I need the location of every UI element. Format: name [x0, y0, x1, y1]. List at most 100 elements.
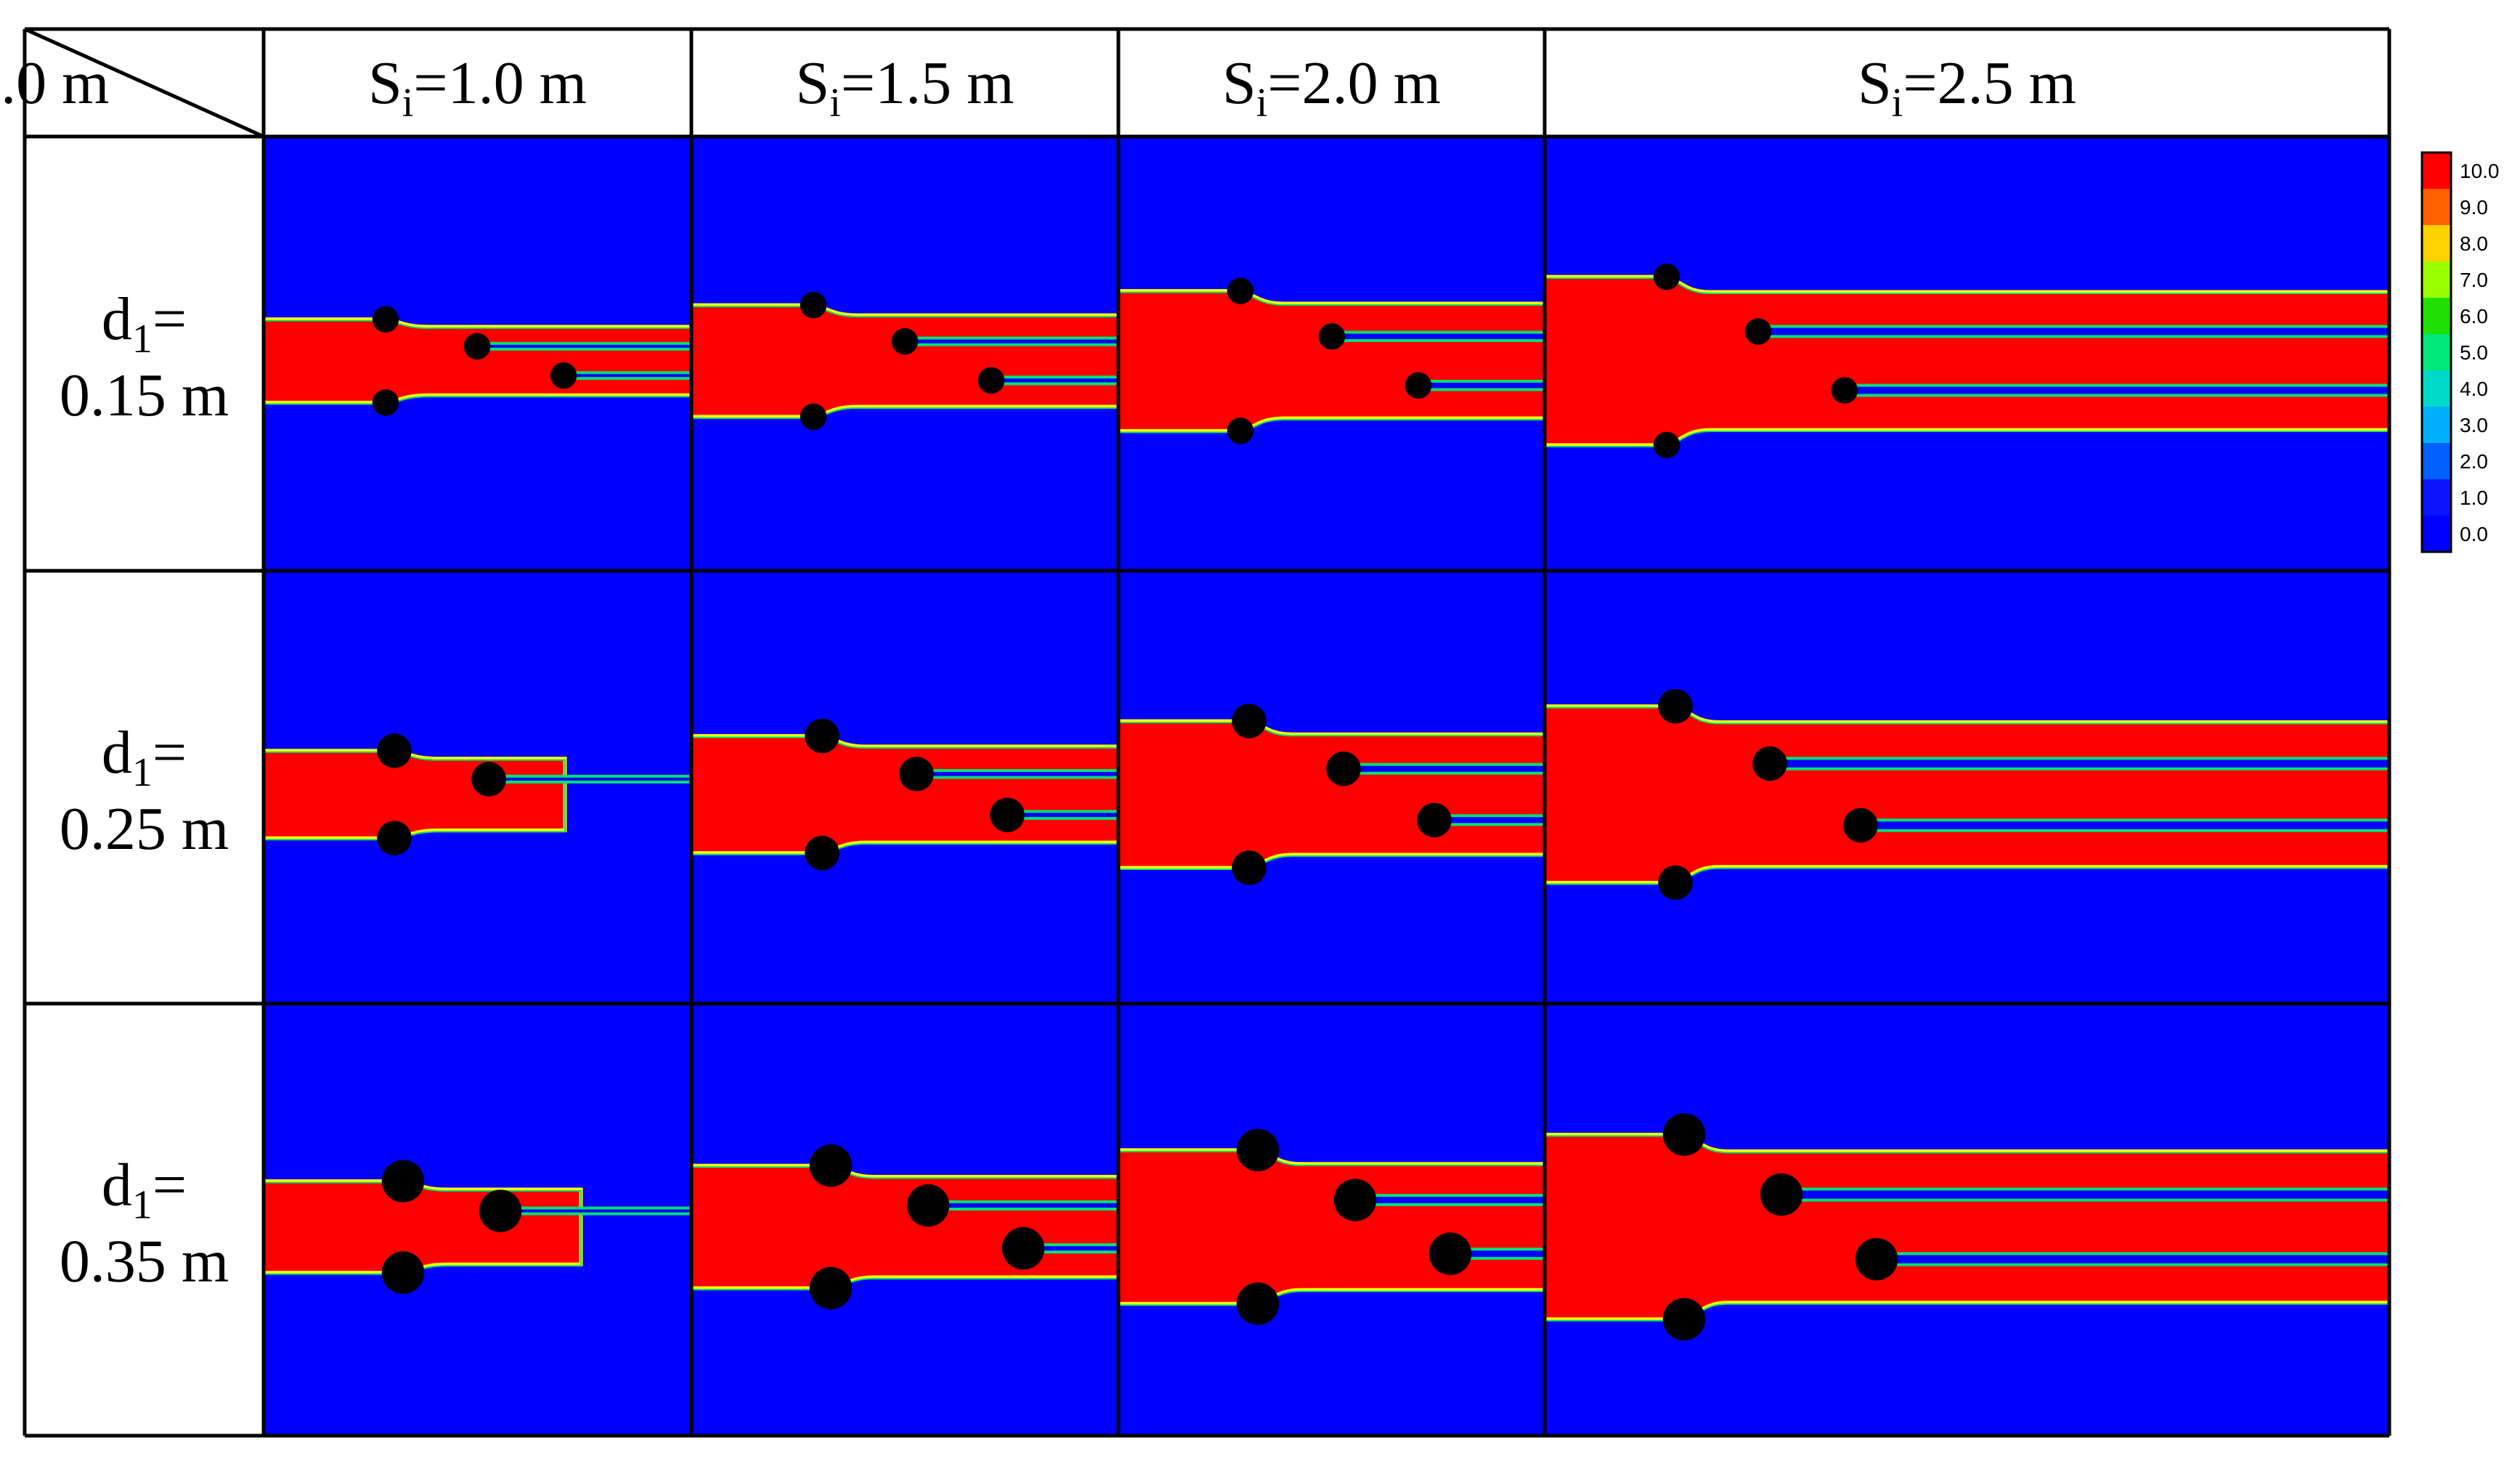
panel-d0.35-si1	[264, 1004, 691, 1436]
flow-gap	[1330, 330, 1545, 343]
legend-swatch	[2422, 407, 2451, 443]
pier-marker	[1658, 688, 1693, 724]
pier-marker	[2498, 249, 2520, 276]
jet-body	[2386, 263, 2520, 280]
pier-marker	[1653, 263, 1680, 290]
pier-marker	[1417, 802, 1452, 838]
jet-body	[1545, 1132, 2389, 1322]
pier-marker	[1236, 1282, 1280, 1325]
legend-swatch	[2422, 152, 2451, 189]
flow-gap	[1757, 325, 2389, 338]
column-headers: Si=1.0 m Si=1.5 m Si=2.0 m Si=2.5 m Si=3.0 m	[0, 49, 2076, 126]
pier-marker	[990, 797, 1025, 832]
jet-body	[2386, 1119, 2520, 1139]
flow-gap	[1006, 810, 1118, 821]
pier-marker	[891, 328, 919, 355]
legend-label: 6.0	[2460, 305, 2488, 328]
pier-marker	[977, 367, 1005, 394]
row-value: 0.15 m	[60, 362, 229, 429]
pier-marker	[2503, 674, 2520, 709]
legend-label: 8.0	[2460, 232, 2488, 255]
flow-gap	[562, 371, 691, 381]
legend-label: 0.0	[2460, 523, 2488, 545]
pier-marker	[809, 1144, 853, 1187]
panel-d0.25-si2.5	[1545, 571, 2389, 1004]
flow-gap	[1843, 383, 2389, 397]
flow-gap	[1875, 1252, 2389, 1266]
jet-edge	[2386, 264, 2520, 282]
pier-marker	[377, 733, 412, 768]
panel-d0.15-si2.5	[1545, 137, 2389, 571]
color-legend: 10.0 9.0 8.0 7.0 6.0 5.0 4.0 3.0 2.0 1.0 0.0	[2421, 151, 2500, 553]
row-label: d1=	[102, 719, 187, 795]
column-header: Si=2.5 m	[1858, 49, 2076, 126]
flow-gap	[927, 1200, 1118, 1211]
jet-body	[1545, 274, 2389, 447]
pier-marker	[1831, 377, 1858, 404]
panel-d0.15-si1.5	[691, 137, 1118, 571]
pier-marker	[463, 333, 491, 360]
pier-marker	[1318, 323, 1346, 350]
pier-marker	[1236, 1128, 1280, 1171]
column-header: Si=1.5 m	[796, 49, 1015, 126]
panel-d0.35-si3	[2386, 1098, 2520, 1357]
legend-label: 4.0	[2460, 378, 2488, 400]
pier-marker	[1662, 1298, 1706, 1341]
flow-gap	[499, 1206, 691, 1216]
legend-swatch	[2422, 298, 2451, 334]
pier-marker	[381, 1160, 425, 1203]
legend-label: 2.0	[2460, 450, 2488, 473]
pier-marker	[1744, 318, 1772, 345]
legend-label: 3.0	[2460, 414, 2488, 436]
flow-gap	[915, 768, 1118, 779]
pier-marker	[1333, 1179, 1377, 1221]
flow-gap	[1768, 757, 2389, 770]
pier-marker	[1752, 746, 1787, 781]
flow-gap	[1354, 1194, 1545, 1206]
legend-swatch	[2422, 225, 2451, 261]
flow-gap	[990, 375, 1118, 386]
row-labels: d1=0.15 md1=0.25 md1=0.35 m	[60, 285, 229, 1296]
legend-label: 1.0	[2460, 487, 2488, 509]
row-label: d1=	[102, 285, 187, 362]
pier-marker	[1855, 1237, 1898, 1281]
pier-marker	[479, 1190, 522, 1232]
flow-gap	[1859, 818, 2389, 832]
result-panels	[264, 137, 2520, 1436]
pier-marker	[1658, 865, 1693, 900]
jet-body	[1545, 704, 2389, 884]
pier-marker	[372, 306, 399, 333]
jet-edge	[2386, 693, 2520, 712]
jet-body	[691, 733, 1118, 855]
corner-diagonal	[23, 27, 265, 139]
legend-label: 7.0	[2460, 269, 2488, 291]
pier-marker	[1405, 372, 1432, 399]
jet-body	[691, 1163, 1118, 1290]
legend-swatch	[2422, 479, 2451, 516]
jet-body	[264, 749, 567, 840]
pier-marker	[1001, 1227, 1045, 1270]
pier-marker	[1760, 1173, 1803, 1216]
pier-marker	[377, 821, 412, 855]
jet-body	[691, 303, 1118, 419]
table-grid	[23, 27, 2391, 1438]
pier-marker	[805, 718, 840, 754]
panel-d0.35-si2.5	[1545, 1004, 2389, 1436]
panel-d0.15-si2	[1118, 137, 1545, 571]
panel-d0.35-si1.5	[691, 1004, 1118, 1436]
column-header: Si=1.0 m	[368, 49, 587, 126]
jet-body	[2386, 691, 2520, 710]
pier-marker	[809, 1266, 853, 1310]
legend-swatch	[2422, 261, 2451, 298]
pier-marker	[2508, 1098, 2520, 1141]
jet-body	[264, 1179, 583, 1274]
flow-gap	[1433, 814, 1545, 826]
pier-marker	[1326, 751, 1361, 786]
legend-swatch	[2422, 189, 2451, 225]
column-header: Si=3.0 m	[0, 49, 110, 126]
pier-marker	[2508, 1314, 2520, 1357]
pier-marker	[805, 835, 840, 871]
jet-body	[1118, 1148, 1545, 1306]
pier-marker	[800, 403, 827, 431]
